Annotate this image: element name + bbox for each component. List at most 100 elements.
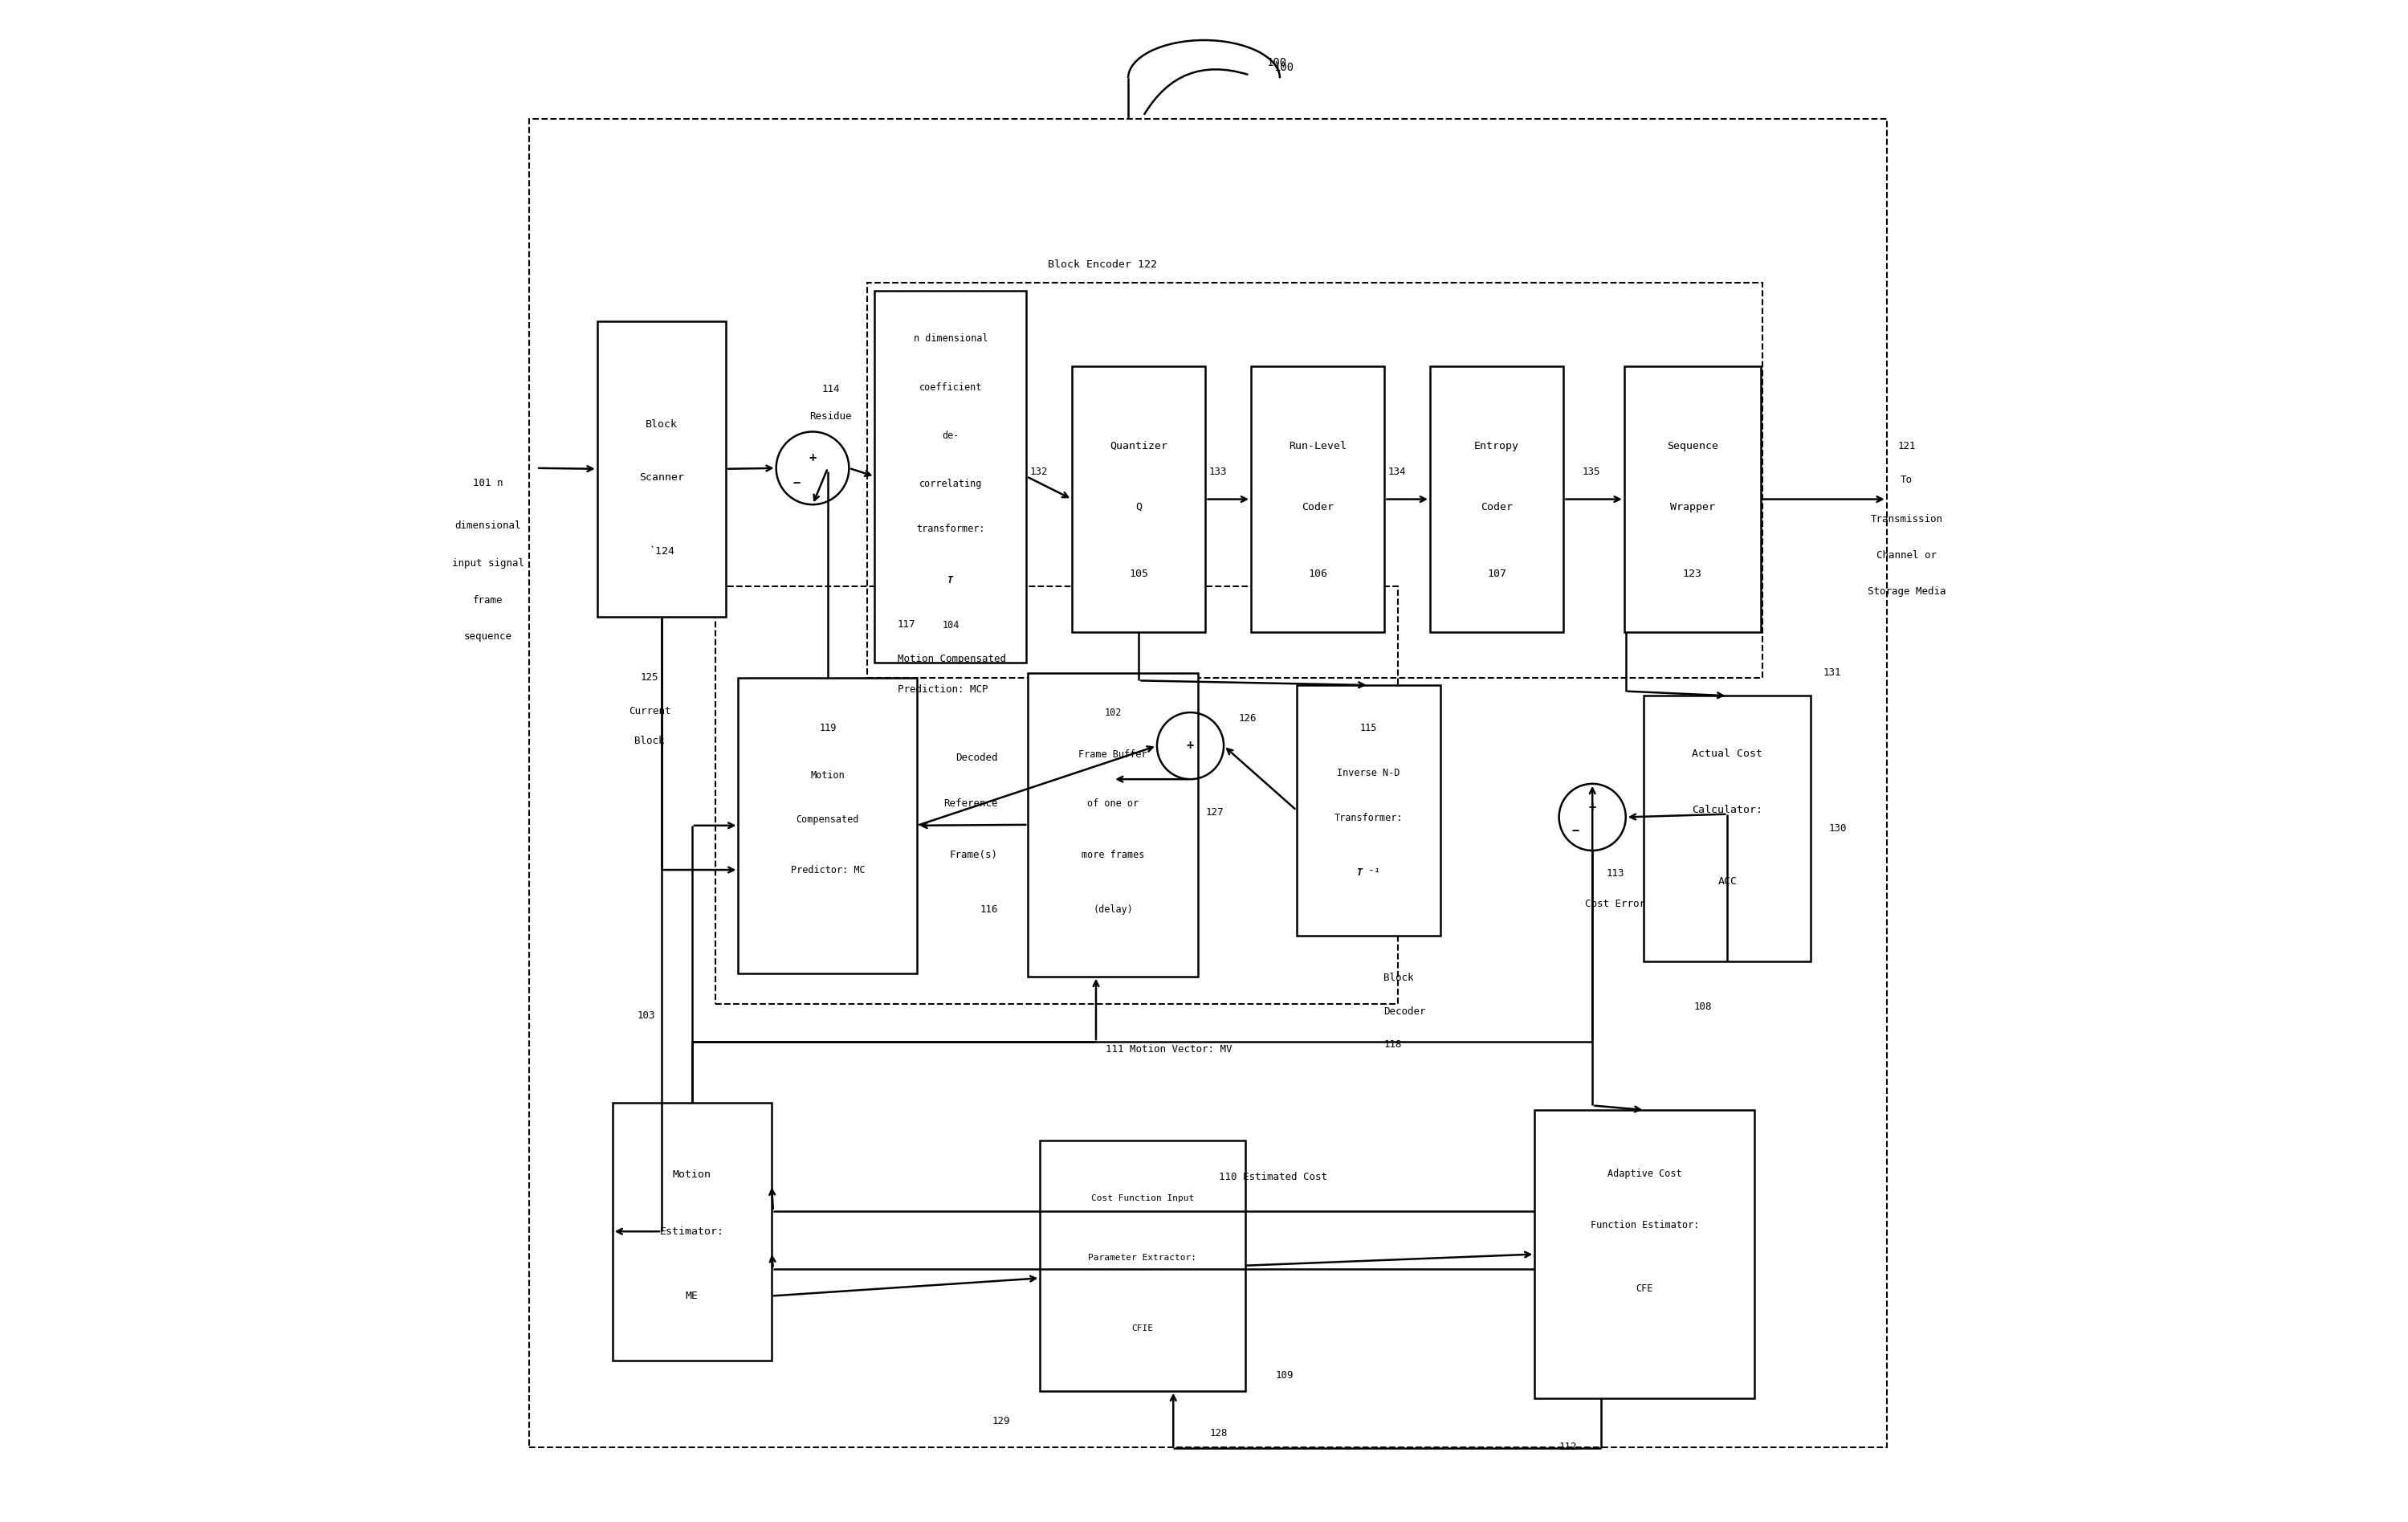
Text: 118: 118 xyxy=(1385,1040,1401,1050)
Text: 104: 104 xyxy=(942,619,958,630)
Bar xyxy=(1028,673,1197,977)
Text: 108: 108 xyxy=(1695,1001,1712,1012)
Text: Frame(s): Frame(s) xyxy=(949,849,997,860)
Text: Quantizer: Quantizer xyxy=(1110,441,1168,452)
Text: 115: 115 xyxy=(1361,723,1377,734)
Text: 110 Estimated Cost: 110 Estimated Cost xyxy=(1218,1172,1327,1183)
Text: Transmission: Transmission xyxy=(1871,514,1943,524)
Text: Parameter Extractor:: Parameter Extractor: xyxy=(1088,1254,1197,1262)
Bar xyxy=(1430,367,1563,632)
Text: Cost Error: Cost Error xyxy=(1584,898,1645,909)
Bar xyxy=(1252,367,1385,632)
Text: 112: 112 xyxy=(1558,1441,1577,1452)
Text: Estimator:: Estimator: xyxy=(660,1227,725,1237)
Text: Transformer:: Transformer: xyxy=(1334,813,1404,823)
Text: Frame Buffer: Frame Buffer xyxy=(1079,750,1146,759)
Text: 126: 126 xyxy=(1238,714,1257,724)
Text: input signal: input signal xyxy=(453,559,525,569)
Text: Adaptive Cost: Adaptive Cost xyxy=(1609,1169,1681,1178)
Text: Inverse N-D: Inverse N-D xyxy=(1336,767,1399,778)
Bar xyxy=(612,1102,771,1361)
Bar xyxy=(867,283,1763,677)
Text: dimensional: dimensional xyxy=(455,521,520,531)
Text: Prediction: MCP: Prediction: MCP xyxy=(898,685,987,696)
Text: 103: 103 xyxy=(638,1011,655,1021)
Text: 119: 119 xyxy=(819,723,836,734)
Text: Predictor: MC: Predictor: MC xyxy=(790,864,864,875)
Text: 109: 109 xyxy=(1276,1370,1293,1380)
Text: −: − xyxy=(792,478,799,490)
Text: 101 n: 101 n xyxy=(472,478,503,489)
Text: ACC: ACC xyxy=(1717,877,1736,887)
Text: +: + xyxy=(1589,802,1597,814)
Text: T: T xyxy=(949,575,954,586)
Text: Reference: Reference xyxy=(944,798,997,808)
Text: Coder: Coder xyxy=(1481,502,1512,513)
Text: 116: 116 xyxy=(980,904,997,915)
Text: 111 Motion Vector: MV: 111 Motion Vector: MV xyxy=(1105,1044,1233,1055)
Text: 125: 125 xyxy=(641,673,657,683)
Text: Block: Block xyxy=(645,419,677,429)
Text: To: To xyxy=(1900,475,1912,484)
Bar xyxy=(739,677,917,974)
Text: Scanner: Scanner xyxy=(638,472,684,482)
Bar xyxy=(715,586,1399,1005)
Text: 128: 128 xyxy=(1209,1428,1228,1438)
Text: Wrapper: Wrapper xyxy=(1671,502,1714,513)
Text: 132: 132 xyxy=(1031,467,1047,476)
Text: 134: 134 xyxy=(1387,467,1406,476)
Text: Entropy: Entropy xyxy=(1474,441,1519,452)
Text: 106: 106 xyxy=(1308,568,1327,578)
Text: 113: 113 xyxy=(1606,868,1623,878)
Text: 105: 105 xyxy=(1129,568,1149,578)
Text: (delay): (delay) xyxy=(1093,904,1134,915)
Text: de-: de- xyxy=(942,431,958,441)
Text: Calculator:: Calculator: xyxy=(1693,805,1763,816)
Text: +: + xyxy=(809,452,816,464)
Bar xyxy=(1040,1140,1245,1391)
Text: 131: 131 xyxy=(1823,668,1842,679)
Text: frame: frame xyxy=(472,595,503,606)
Text: `124: `124 xyxy=(648,546,674,557)
Text: CFE: CFE xyxy=(1635,1283,1654,1294)
Text: Actual Cost: Actual Cost xyxy=(1693,749,1763,759)
Text: 130: 130 xyxy=(1830,823,1847,834)
Text: more frames: more frames xyxy=(1081,849,1144,860)
Bar xyxy=(530,119,1888,1447)
Text: 127: 127 xyxy=(1206,807,1223,817)
Bar xyxy=(1072,367,1206,632)
Text: Cost Function Input: Cost Function Input xyxy=(1091,1193,1194,1202)
Text: 100: 100 xyxy=(1274,62,1293,73)
Bar xyxy=(1534,1110,1755,1399)
Text: Decoder: Decoder xyxy=(1385,1006,1426,1017)
Text: T ⁻¹: T ⁻¹ xyxy=(1358,868,1380,878)
Bar xyxy=(1296,685,1440,936)
Text: 121: 121 xyxy=(1898,441,1914,452)
Text: −: − xyxy=(1572,825,1580,837)
Text: 100: 100 xyxy=(1267,58,1286,68)
Text: transformer:: transformer: xyxy=(917,524,985,534)
Text: sequence: sequence xyxy=(465,632,513,642)
Text: 129: 129 xyxy=(992,1415,1009,1426)
Text: Run-Level: Run-Level xyxy=(1288,441,1346,452)
Text: 117: 117 xyxy=(898,619,915,630)
Text: Decoded: Decoded xyxy=(956,753,997,763)
Text: 102: 102 xyxy=(1105,708,1122,718)
Bar xyxy=(874,291,1026,662)
Text: CFIE: CFIE xyxy=(1132,1324,1153,1332)
Text: Sequence: Sequence xyxy=(1666,441,1719,452)
Text: correlating: correlating xyxy=(920,479,982,489)
Text: Block: Block xyxy=(1385,973,1413,983)
Bar xyxy=(597,321,727,616)
Text: 133: 133 xyxy=(1209,467,1226,476)
Text: 123: 123 xyxy=(1683,568,1702,578)
Text: n dimensional: n dimensional xyxy=(913,333,987,344)
Text: +: + xyxy=(1187,740,1194,752)
Text: Storage Media: Storage Media xyxy=(1866,586,1946,597)
Text: Current: Current xyxy=(628,706,669,717)
Text: 107: 107 xyxy=(1488,568,1507,578)
Text: 114: 114 xyxy=(821,384,840,394)
Text: Function Estimator:: Function Estimator: xyxy=(1589,1221,1700,1231)
Text: coefficient: coefficient xyxy=(920,382,982,393)
Text: Block Encoder 122: Block Encoder 122 xyxy=(1047,260,1156,269)
